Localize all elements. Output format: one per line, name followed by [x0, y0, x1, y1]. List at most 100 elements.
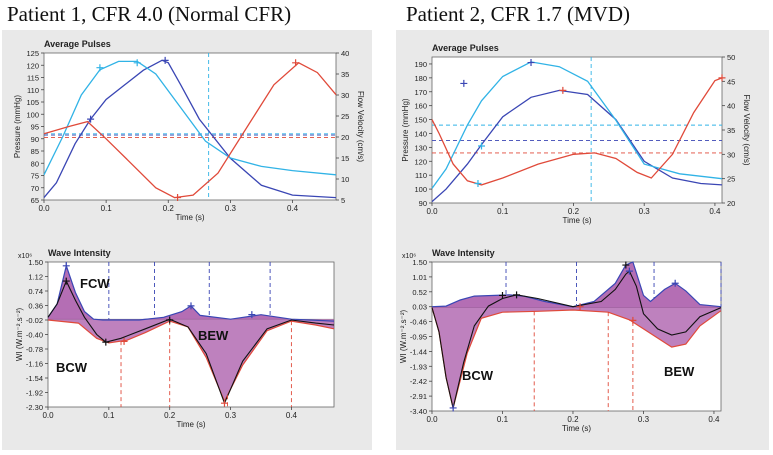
p1-wave-backward-area: [48, 319, 334, 402]
p2-wave-x-axis-label: Time (s): [562, 424, 591, 433]
p1-pulses-x-tick-label: 0.1: [101, 204, 113, 213]
p2-pulses-y2-tick-label: 40: [727, 102, 735, 111]
p1-wave-annotation-bcw: BCW: [56, 360, 88, 375]
p2-pulses-y2-tick-label: 20: [727, 199, 735, 208]
p1-pulses-x-tick-label: 0.3: [225, 204, 237, 213]
p2-wave-y-tick-label: -2.42: [410, 377, 427, 386]
p1-pulses-title: Average Pulses: [44, 39, 111, 49]
p2-wave-y-tick-label: -2.91: [410, 392, 427, 401]
p2-wave-marker: [576, 303, 584, 311]
p1-wave-marker: [62, 262, 70, 270]
p1-wave-y-tick-label: 1.12: [28, 273, 43, 282]
p2-wave-title: Wave Intensity: [432, 248, 495, 258]
p1-wave-marker: [120, 337, 128, 345]
p1-pulses-y2-tick-label: 35: [341, 70, 349, 79]
p1-wave-y-tick-label: -1.54: [26, 374, 43, 383]
p1-pulses-x-tick-label: 0.2: [163, 204, 175, 213]
p2-wave-y-tick-label: -1.44: [410, 347, 427, 356]
p1-wave-net-wi-line: [47, 279, 335, 405]
p2-pulses-y-tick-label: 170: [414, 88, 427, 97]
p1-pulses-y2-tick-label: 30: [341, 91, 349, 100]
p2-pulses-x-axis-label: Time (s): [562, 216, 591, 225]
p2-pulses-y-tick-label: 120: [414, 157, 427, 166]
p1-wave-y-tick-label: 1.50: [28, 258, 43, 267]
p1-wave-y-tick-label: -1.92: [26, 389, 43, 398]
p1-pulses-y2-tick-label: 40: [341, 49, 349, 58]
p1-pulses-y-tick-label: 125: [26, 49, 39, 58]
p2-pulses-title: Average Pulses: [432, 43, 499, 53]
p1-pulses-y2-tick-label: 5: [341, 196, 345, 205]
p2-wave-marker: [625, 267, 633, 275]
p2-pulses-x-tick-label: 0.3: [639, 207, 651, 216]
p1-pulses-marker: [161, 56, 169, 64]
p1-pulses-marker: [96, 64, 104, 72]
p2-wave-y-axis-label: WI (W.m⁻².s⁻²): [399, 310, 408, 364]
p1-pulses-y-tick-label: 110: [27, 86, 39, 95]
p2-wave-backward-area: [432, 307, 721, 408]
p1-pulses-marker: [174, 194, 182, 202]
p2-wave-marker: [622, 261, 630, 269]
p1-wave-x-tick-label: 0.2: [164, 411, 176, 420]
p2-wave-y-unit: x10⁶: [402, 253, 416, 260]
p2-pulses-y-tick-label: 180: [414, 74, 427, 83]
p1-wave-marker: [166, 316, 174, 324]
p2-wave-annotation-bew: BEW: [664, 364, 695, 379]
p1-pulses-y-tick-label: 65: [31, 196, 39, 205]
p2-pulses-y2-tick-label: 50: [727, 53, 735, 62]
p2-wave-net-wi-line: [431, 270, 722, 409]
p1-wave-y-tick-label: 0.74: [28, 287, 43, 296]
p1-wave-title: Wave Intensity: [48, 248, 111, 258]
p1-wave-x-axis-label: Time (s): [176, 420, 205, 429]
p2-wave-y-tick-label: 0.03: [412, 303, 427, 312]
p2-pulses-x-tick-label: 0.1: [497, 207, 509, 216]
p2-pulses-marker: [474, 180, 482, 188]
p2-wave-marker: [449, 404, 457, 412]
p1-pulses-y-tick-label: 100: [26, 110, 39, 119]
p2-wave-marker: [513, 291, 521, 299]
p2-pulses-x-tick-label: 0.4: [709, 207, 721, 216]
panel-title-patient-2: Patient 2, CFR 1.7 (MVD): [406, 2, 631, 26]
p1-pulses-marker: [292, 59, 300, 67]
p1-pulses-series-distal-pressure: [43, 62, 337, 199]
p1-pulses-marker: [87, 115, 95, 123]
p2-pulses-series-distal-pressure: [431, 77, 723, 186]
p1-pulses-x-tick-label: 0.0: [38, 204, 50, 213]
p2-pulses-marker: [527, 59, 535, 67]
p2-pulses-y2-axis-label: Flow Velocity (cm/s): [742, 94, 751, 165]
p1-pulses-plot-area: [43, 52, 337, 201]
p1-pulses-series-coronary-velocity: [43, 60, 337, 176]
p1-pulses-y-tick-label: 105: [26, 98, 39, 107]
p2-pulses-y-tick-label: 190: [414, 60, 427, 69]
p1-wave-y-tick-label: 0.36: [28, 302, 43, 311]
p2-wave-y-tick-label: -0.46: [410, 318, 427, 327]
p2-pulses-series-coronary-velocity: [431, 61, 723, 189]
p2-pulses-y-tick-label: 150: [414, 116, 427, 125]
p1-wave-x-tick-label: 0.0: [42, 411, 54, 420]
p1-wave-x-tick-label: 0.4: [286, 411, 298, 420]
p2-pulses-plot-area: [431, 56, 723, 204]
p1-wave-marker: [102, 338, 110, 346]
p2-pulses-y2-tick-label: 45: [727, 77, 735, 86]
p2-pulses-y-tick-label: 140: [414, 129, 427, 138]
p2-wave-y-tick-label: -0.95: [410, 333, 427, 342]
p1-wave-marker: [220, 399, 228, 407]
p1-pulses-y-tick-label: 85: [31, 147, 39, 156]
p2-pulses-y-axis-label: Pressure (mmHg): [401, 98, 410, 161]
p2-wave-marker: [498, 291, 506, 299]
p2-pulses-y2-tick-label: 30: [727, 150, 735, 159]
p2-wave-y-tick-label: -1.93: [410, 362, 427, 371]
p2-wave-x-tick-label: 0.3: [638, 415, 650, 424]
p1-pulses-y-tick-label: 70: [31, 184, 39, 193]
p1-wave-marker: [248, 311, 256, 319]
p2-wave-marker: [671, 279, 679, 287]
p2-wave-forward-wi-line: [431, 261, 722, 308]
p2-wave-x-tick-label: 0.2: [567, 415, 579, 424]
p1-wave-x-tick-label: 0.1: [103, 411, 115, 420]
p1-pulses-y2-tick-label: 20: [341, 133, 349, 142]
p1-wave-marker: [62, 277, 70, 285]
p2-wave-y-tick-label: -3.40: [410, 407, 427, 416]
p2-wave-y-tick-label: 1.01: [412, 273, 427, 282]
p2-wave-annotation-bcw: BCW: [462, 368, 494, 383]
p1-wave-marker: [187, 302, 195, 310]
